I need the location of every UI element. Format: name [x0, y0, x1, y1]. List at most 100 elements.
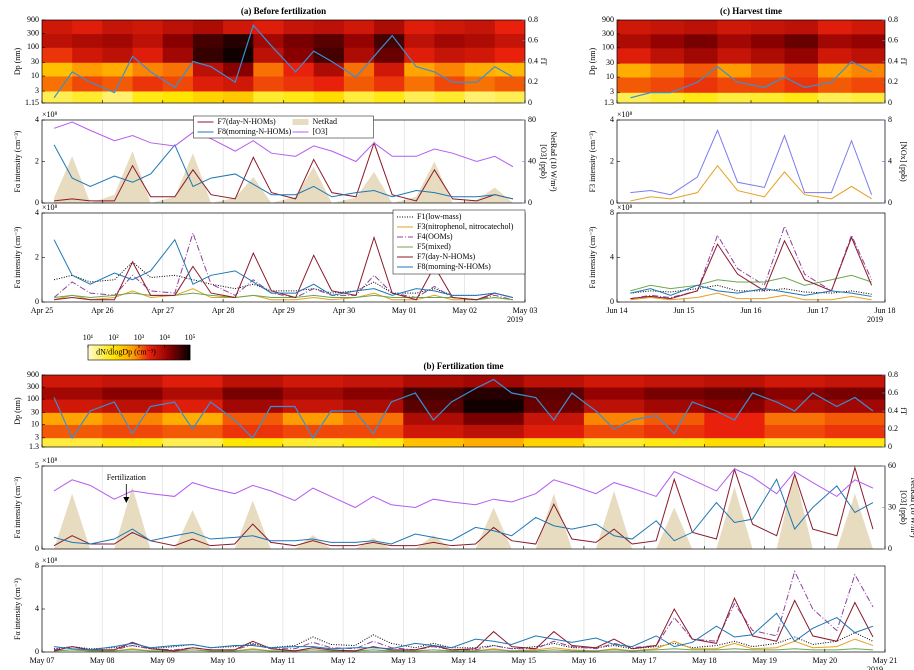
heatmap-cell [434, 91, 466, 103]
heatmap-cell [162, 33, 194, 48]
heatmap-cell [764, 437, 826, 447]
y-tick-label: 100 [27, 42, 39, 51]
colorbar-swatch [116, 345, 119, 360]
heatmap-cell [132, 76, 164, 92]
y-tick-label: 8 [35, 561, 39, 570]
heatmap-cell [223, 20, 254, 35]
heatmap-cell [851, 20, 885, 35]
y-tick-label: 100 [602, 43, 614, 52]
y2-tick-label: 0.4 [528, 56, 538, 65]
x-tick-label: Jun 14 [606, 306, 627, 315]
heatmap-cell [617, 77, 651, 93]
line [53, 378, 874, 440]
colorbar-swatch [135, 345, 138, 360]
heatmap-cell [523, 387, 585, 400]
y2-tick-label: 0.2 [888, 424, 898, 433]
y2-tick-label: 0.8 [888, 370, 898, 379]
heatmap-cell [403, 387, 464, 400]
colorbar-swatch [145, 345, 148, 360]
colorbar-tick-label: 10² [108, 333, 119, 342]
heatmap-cell [583, 399, 645, 413]
y-tick-label: 0 [35, 297, 39, 306]
heatmap-cell [343, 412, 404, 425]
colorbar-label: dN/dlogDp (cm⁻³) [96, 347, 156, 356]
heatmap-cell [717, 92, 752, 103]
axis-multiplier: ×10⁸ [42, 110, 58, 119]
heatmap-cell [684, 33, 718, 49]
y-tick-label: 1.3 [29, 442, 39, 451]
heatmap-cell [223, 62, 254, 77]
heatmap-cell [464, 33, 496, 48]
heatmap-cell [751, 33, 785, 49]
colorbar-swatch [147, 345, 150, 360]
heatmap-cell [162, 412, 224, 425]
heatmap-cell [403, 399, 464, 413]
x-tick-label: Jun 17 [807, 306, 828, 315]
y2-tick-label: 0.4 [888, 406, 898, 415]
line [630, 292, 872, 301]
colorbar-swatch [140, 345, 143, 360]
heatmap-cell [102, 91, 133, 103]
heatmap-cell [162, 20, 194, 35]
y-tick-label: 4 [35, 115, 39, 124]
x-tick-label: May 12 [331, 656, 356, 665]
heatmap-cell [102, 424, 163, 439]
heatmap-cell [282, 399, 344, 413]
line [630, 284, 872, 297]
line [53, 466, 874, 547]
heatmap-cell [583, 412, 645, 425]
heatmap-cell [102, 20, 133, 35]
legend-box [392, 209, 526, 275]
heatmap-cell [784, 47, 819, 64]
heatmap-cell [102, 33, 133, 48]
colorbar-swatch [156, 345, 158, 360]
y2-axis-label: fT [899, 58, 908, 66]
x-tick-label: Apr 29 [272, 306, 294, 315]
colorbar-tick-label: 10⁴ [159, 333, 170, 342]
heatmap-cell [283, 20, 315, 35]
heatmap-cell [784, 33, 819, 49]
heatmap-cell [132, 47, 164, 63]
x-tick-label: May 10 [210, 656, 235, 665]
heatmap-cell [463, 424, 525, 439]
heatmap-cell [464, 62, 496, 77]
y2-axis-label: fT [899, 407, 908, 415]
plot-area [42, 120, 525, 203]
legend-label: F3(nitrophenol, nitrocatechol) [417, 222, 514, 231]
colorbar-swatch [178, 345, 181, 360]
x-tick-label: May 03 [513, 306, 538, 315]
colorbar-swatch [123, 345, 126, 360]
heatmap-cell [42, 424, 103, 439]
colorbar-swatch [132, 345, 135, 360]
y-tick-label: 30 [606, 58, 614, 67]
colorbar-swatch [122, 345, 124, 360]
colorbar-swatch [127, 345, 130, 360]
heatmap-cell [494, 76, 525, 92]
heatmap-cell [403, 424, 464, 439]
heatmap-cell [684, 77, 718, 93]
heatmap-cell [223, 47, 254, 63]
heatmap-cell [42, 47, 73, 63]
heatmap-cell [644, 412, 705, 425]
x-tick-label: May 15 [511, 656, 536, 665]
heatmap-cell [313, 91, 345, 103]
heatmap-cell [617, 33, 651, 49]
heatmap-cell [404, 76, 435, 92]
x-tick-label: Apr 30 [333, 306, 355, 315]
heatmap-cell [192, 76, 224, 92]
heatmap-cell [434, 20, 466, 35]
y-tick-label: 4 [610, 115, 614, 124]
heatmap-cell [583, 387, 645, 400]
y-tick-label: 1.3 [604, 98, 614, 107]
heatmap-cell [253, 76, 284, 92]
heatmap-cell [102, 47, 133, 63]
y2-tick-label: 0.6 [888, 388, 898, 397]
y-axis-label: Fα intensity (cm⁻³) [13, 476, 22, 538]
y-axis-label: Fα intensity (cm⁻³) [13, 578, 22, 640]
line [53, 612, 874, 651]
heatmap-cell [851, 47, 885, 64]
legend-box [193, 115, 374, 139]
heatmap-cell [313, 33, 345, 48]
heatmap-cell [403, 412, 464, 425]
